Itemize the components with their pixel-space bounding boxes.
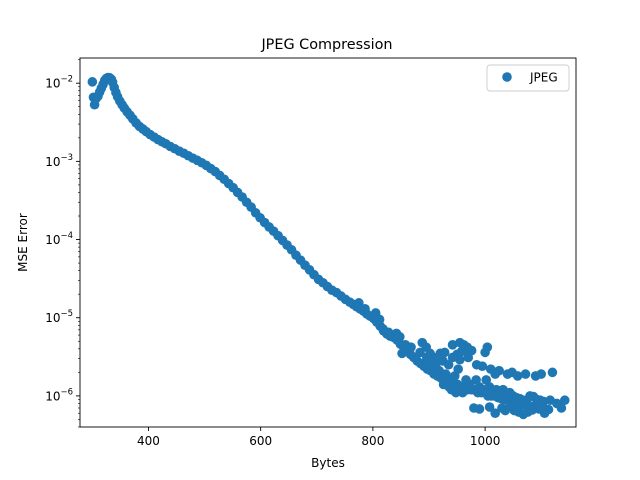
x-tick-label: 400 (137, 434, 160, 448)
data-point (354, 298, 364, 308)
x-axis: 400 600 800 1000 (137, 427, 500, 448)
data-point (490, 408, 501, 419)
data-point (360, 304, 370, 314)
data-point (421, 352, 432, 363)
x-axis-label: Bytes (311, 456, 345, 470)
legend-marker (502, 72, 512, 82)
legend: JPEG (486, 64, 570, 92)
y-tick-label: 10−2 (45, 75, 73, 91)
data-point (484, 402, 495, 412)
legend-box (486, 64, 570, 92)
data-point (536, 369, 547, 379)
data-point (547, 367, 558, 378)
data-point (397, 348, 407, 359)
data-point (406, 342, 416, 352)
data-point (455, 354, 465, 365)
y-tick-label: 10−4 (45, 231, 73, 247)
data-point (462, 342, 472, 352)
y-tick-label: 10−6 (45, 387, 73, 403)
x-tick-label: 1000 (470, 434, 501, 448)
data-point (453, 364, 463, 374)
legend-label: JPEG (529, 71, 558, 85)
x-tick-label: 600 (249, 434, 272, 448)
data-point (545, 395, 555, 406)
data-point (446, 384, 457, 395)
data-point (497, 403, 507, 413)
data-point (482, 342, 493, 352)
data-point (395, 332, 405, 342)
y-axis-label: MSE Error (16, 213, 30, 272)
data-point (87, 77, 98, 87)
data-point (477, 361, 488, 371)
data-point (494, 365, 504, 376)
scatter-points (87, 72, 570, 420)
data-point (383, 327, 394, 338)
data-point (539, 408, 550, 419)
data-point (443, 359, 454, 370)
y-tick-label: 10−5 (45, 309, 73, 325)
x-tick-label: 800 (361, 434, 384, 448)
data-point (481, 384, 492, 395)
data-point (512, 371, 523, 381)
data-point (374, 314, 385, 325)
data-point (428, 359, 439, 370)
chart-title: JPEG Compression (260, 37, 392, 53)
data-point (439, 347, 450, 358)
data-point (559, 395, 570, 406)
y-axis: 10−6 10−5 10−4 10−3 10−2 (45, 59, 80, 428)
data-point (469, 403, 479, 413)
data-point (447, 340, 458, 350)
data-point (520, 369, 531, 379)
plot-frame (79, 57, 577, 428)
data-point (438, 379, 449, 390)
y-tick-label: 10−3 (45, 153, 73, 169)
